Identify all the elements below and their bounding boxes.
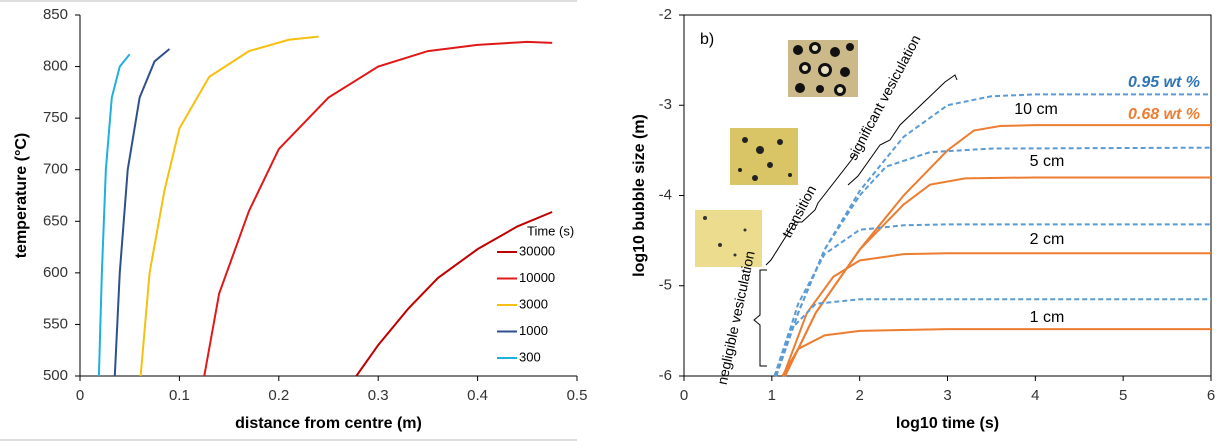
x-axis-title: log10 time (s) <box>896 415 999 432</box>
series-line <box>203 40 553 377</box>
y-axis-title: temperature (°C) <box>13 133 30 259</box>
annotation: 1 cm <box>1030 309 1065 326</box>
legend-title: Time (s) <box>527 223 574 238</box>
y-tick-label: -5 <box>659 277 672 294</box>
x-tick-label: 0 <box>76 387 84 404</box>
micrograph <box>730 128 798 185</box>
y-tick-label: 500 <box>43 367 68 384</box>
x-tick-label: 0.5 <box>567 387 588 404</box>
micrograph <box>788 40 858 97</box>
x-tick-label: 3 <box>943 387 951 404</box>
annotation: 10 cm <box>1014 101 1058 118</box>
brace <box>753 74 958 367</box>
annotation: 5 cm <box>1030 153 1065 170</box>
y-tick-label: 650 <box>43 212 68 229</box>
series-line <box>773 298 1211 377</box>
series-line <box>774 223 1211 377</box>
y-tick-label: 850 <box>43 6 68 23</box>
x-tick-label: 0.4 <box>467 387 488 404</box>
series-line <box>781 328 1211 377</box>
x-tick-label: 0.2 <box>268 387 289 404</box>
y-tick-label: -4 <box>659 186 672 203</box>
legend-label: 10000 <box>519 270 555 285</box>
x-axis-title: distance from centre (m) <box>235 415 422 432</box>
micrograph <box>695 210 762 267</box>
y-tick-label: 800 <box>43 58 68 75</box>
y-tick-label: -2 <box>659 6 672 23</box>
series-line <box>355 211 553 377</box>
y-tick-label: 550 <box>43 315 68 332</box>
series-line <box>113 48 171 377</box>
series-line <box>97 53 131 377</box>
annotation: negligible vesiculation <box>714 249 758 386</box>
y-tick-label: -3 <box>659 96 672 113</box>
legend-label: 30000 <box>519 243 555 258</box>
y-tick-label: 750 <box>43 109 68 126</box>
x-tick-label: 2 <box>855 387 863 404</box>
plot-frame <box>683 14 1212 377</box>
y-axis-title: log10 bubble size (m) <box>631 114 648 277</box>
annotation: 0.95 wt % <box>1128 74 1200 91</box>
annotation: b) <box>700 31 714 48</box>
x-tick-label: 0 <box>680 387 688 404</box>
x-tick-label: 0.3 <box>368 387 389 404</box>
x-tick-label: 0.1 <box>169 387 190 404</box>
series-line <box>139 35 319 377</box>
series-line <box>775 146 1212 377</box>
x-tick-label: 1 <box>768 387 776 404</box>
annotation: 0.68 wt % <box>1128 106 1200 123</box>
y-tick-label: 700 <box>43 161 68 178</box>
x-tick-label: 4 <box>1031 387 1039 404</box>
x-tick-label: 5 <box>1119 387 1127 404</box>
series-line <box>782 252 1211 377</box>
x-tick-label: 6 <box>1207 387 1215 404</box>
y-tick-label: 600 <box>43 264 68 281</box>
annotation: 2 cm <box>1030 231 1065 248</box>
legend-label: 3000 <box>519 296 548 311</box>
legend-label: 1000 <box>519 323 548 338</box>
legend-label: 300 <box>519 349 541 364</box>
y-tick-label: -6 <box>659 367 672 384</box>
